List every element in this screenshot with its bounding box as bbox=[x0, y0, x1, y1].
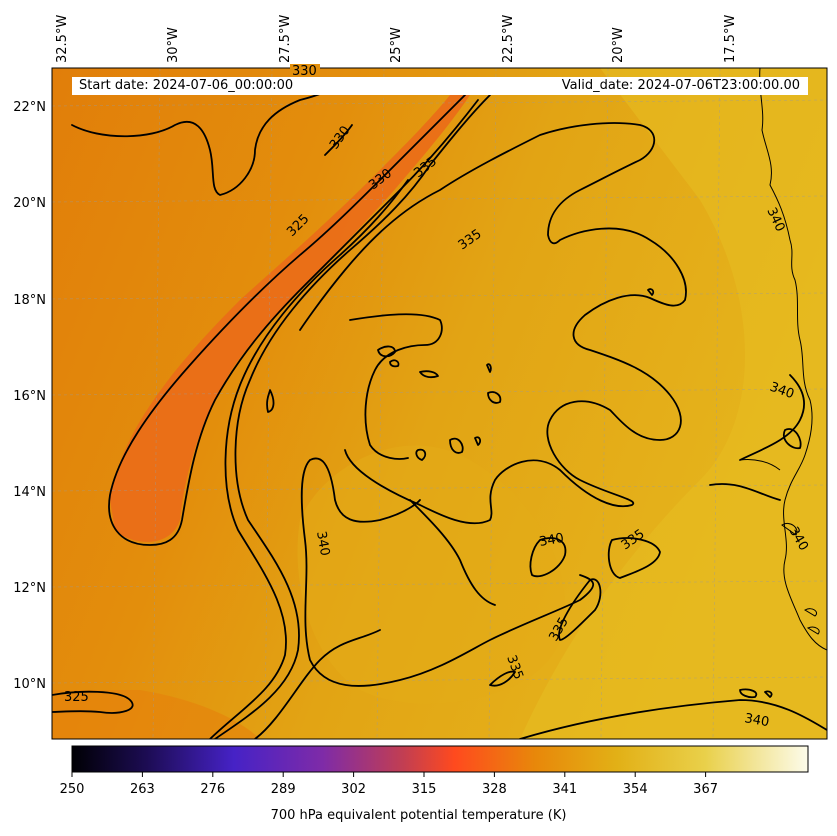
colorbar-label: 700 hPa equivalent potential temperature… bbox=[270, 808, 567, 823]
gridlines bbox=[52, 68, 827, 739]
contour-lines bbox=[52, 84, 827, 739]
contour-335-loop-c bbox=[558, 578, 602, 641]
lon-tick-label: 25°W bbox=[389, 27, 404, 63]
cool-band bbox=[110, 95, 470, 542]
contour-325-sw bbox=[52, 690, 134, 714]
lat-tick-label: 12°N bbox=[13, 581, 46, 596]
colorbar-tick-label: 276 bbox=[200, 782, 225, 797]
colorbar-tick-label: 367 bbox=[693, 782, 718, 797]
colorbar-tick-label: 328 bbox=[482, 782, 507, 797]
contour-335-west bbox=[254, 389, 381, 739]
contour-340-se bbox=[409, 483, 781, 606]
warm-patch-ne bbox=[520, 68, 827, 739]
longitude-ticks: 32.5°W 30°W 27.5°W 25°W 22.5°W 20°W 17.5… bbox=[55, 15, 738, 63]
contour-340-loop-a bbox=[529, 537, 567, 578]
lat-tick-label: 18°N bbox=[13, 293, 46, 308]
contour-label: 340 bbox=[538, 531, 565, 550]
latitude-ticks: 22°N 20°N 18°N 16°N 14°N 12°N 10°N bbox=[13, 100, 46, 692]
colorbar-tick-label: 354 bbox=[623, 782, 648, 797]
contour-335-southeast bbox=[489, 670, 827, 739]
valid-date-label: Valid_date: 2024-07-06T23:00:00.00 bbox=[561, 78, 800, 93]
lon-tick-label: 32.5°W bbox=[55, 15, 70, 63]
contour-335-main bbox=[299, 122, 687, 525]
lat-tick-label: 14°N bbox=[13, 485, 46, 500]
colorbar-ticks: 250 263 276 289 302 315 328 341 354 367 bbox=[60, 772, 718, 797]
contour-islands-small bbox=[377, 288, 655, 461]
orange-patch-south bbox=[52, 690, 260, 739]
contour-label: 340 bbox=[313, 530, 332, 557]
contour-label: 340 bbox=[743, 711, 770, 730]
colorbar: 250 263 276 289 302 315 328 341 354 367 bbox=[60, 745, 809, 797]
lon-tick-label: 30°W bbox=[166, 27, 181, 63]
colorbar-tick-label: 250 bbox=[60, 782, 85, 797]
lon-tick-label: 20°W bbox=[611, 27, 626, 63]
map-area bbox=[52, 68, 827, 739]
contour-label: 330 bbox=[292, 64, 317, 79]
lat-tick-label: 22°N bbox=[13, 100, 46, 115]
lat-tick-label: 20°N bbox=[13, 196, 46, 211]
lon-tick-label: 22.5°W bbox=[501, 15, 516, 63]
contour-330-band bbox=[209, 94, 491, 739]
coastline bbox=[759, 68, 827, 651]
start-date-label: Start date: 2024-07-06_00:00:00 bbox=[79, 78, 294, 93]
contour-340-east bbox=[739, 374, 805, 699]
lon-tick-label: 17.5°W bbox=[723, 15, 738, 63]
lon-tick-label: 27.5°W bbox=[278, 15, 293, 63]
coastline-offshore bbox=[739, 459, 820, 635]
warm-patch-sw bbox=[297, 445, 566, 704]
contour-335-loop-b bbox=[607, 537, 661, 579]
colorbar-tick-label: 302 bbox=[341, 782, 366, 797]
contour-340-inner bbox=[349, 313, 443, 460]
lat-tick-label: 16°N bbox=[13, 389, 46, 404]
contour-325-band bbox=[108, 89, 479, 546]
colorbar-tick-label: 315 bbox=[412, 782, 437, 797]
contour-330-small bbox=[324, 124, 353, 156]
colorbar-tick-label: 341 bbox=[552, 782, 577, 797]
colorbar-tick-label: 289 bbox=[271, 782, 296, 797]
map-frame bbox=[51, 67, 828, 740]
colorbar-tick-label: 263 bbox=[130, 782, 155, 797]
colorbar-gradient bbox=[71, 745, 809, 773]
contour-label: 325 bbox=[64, 690, 89, 705]
lat-tick-label: 10°N bbox=[13, 677, 46, 692]
date-info-box: Start date: 2024-07-06_00:00:00 Valid_da… bbox=[72, 77, 808, 95]
contour-330-top bbox=[71, 84, 341, 196]
